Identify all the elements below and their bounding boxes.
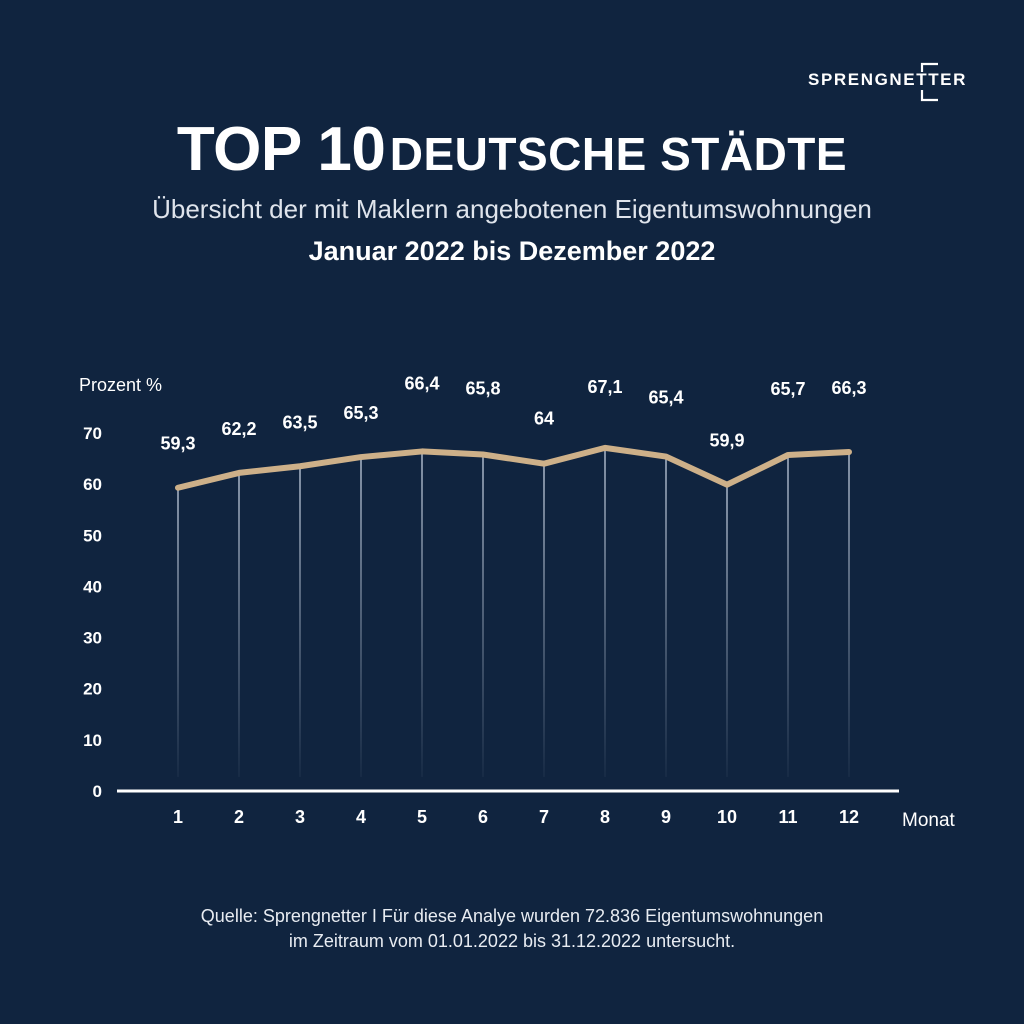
x-tick-label: 2	[234, 807, 244, 827]
x-tick-label: 6	[478, 807, 488, 827]
drop-line	[238, 472, 240, 777]
y-tick-label: 70	[83, 424, 102, 443]
drop-line	[848, 451, 850, 777]
y-tick-label: 0	[93, 782, 102, 801]
x-tick-label: 7	[539, 807, 549, 827]
drop-line	[665, 456, 667, 777]
data-label: 66,4	[404, 373, 439, 393]
x-tick-label: 9	[661, 807, 671, 827]
y-tick-label: 50	[83, 526, 102, 545]
drop-line	[543, 463, 545, 777]
drop-line	[299, 466, 301, 777]
x-axis-label: Monat	[902, 810, 956, 831]
y-tick-label: 30	[83, 629, 102, 648]
data-label: 65,4	[648, 388, 683, 408]
title-top: TOP 10	[176, 115, 386, 184]
subtitle: Übersicht der mit Maklern angebotenen Ei…	[152, 194, 872, 224]
brand-name: SPRENGNETTER	[808, 70, 967, 89]
x-tick-label: 3	[295, 807, 305, 827]
x-tick-label: 8	[600, 807, 610, 827]
data-label: 59,3	[160, 434, 195, 454]
x-tick-label: 10	[717, 807, 737, 827]
y-tick-label: 10	[83, 731, 102, 750]
data-label: 64	[534, 409, 554, 429]
drop-line	[726, 484, 728, 777]
period: Januar 2022 bis Dezember 2022	[308, 236, 716, 266]
data-label: 59,9	[709, 431, 744, 451]
source-note: Quelle: Sprengnetter I Für diese Analye …	[0, 904, 1024, 954]
title-rest: DEUTSCHE STÄDTE	[389, 128, 848, 180]
drop-line	[482, 454, 484, 777]
source-line-2: im Zeitraum vom 01.01.2022 bis 31.12.202…	[288, 931, 736, 951]
drop-line	[787, 455, 789, 777]
data-label: 62,2	[221, 419, 256, 439]
data-label: 66,3	[831, 378, 866, 398]
data-label: 63,5	[282, 412, 317, 432]
page-title: TOP 10 DEUTSCHE STÄDTE	[0, 114, 1024, 202]
y-tick-label: 20	[83, 680, 102, 699]
data-label: 65,7	[770, 379, 805, 399]
drop-line	[177, 487, 179, 777]
x-tick-label: 5	[417, 807, 427, 827]
drop-line	[604, 447, 606, 777]
x-tick-label: 11	[778, 807, 797, 827]
x-tick-label: 12	[839, 807, 859, 827]
brand-mark-icon	[920, 62, 938, 102]
data-label: 67,1	[587, 377, 622, 397]
x-tick-label: 1	[173, 807, 183, 827]
y-axis-label: Prozent %	[79, 375, 162, 395]
data-label: 65,3	[343, 403, 378, 423]
series-line	[175, 444, 852, 491]
drop-line	[360, 457, 362, 777]
y-tick-label: 60	[83, 475, 102, 494]
x-tick-label: 4	[356, 807, 366, 827]
brand-logo: SPRENGNETTER	[808, 64, 978, 98]
source-line-1: Quelle: Sprengnetter I Für diese Analye …	[200, 906, 824, 926]
drop-line	[421, 451, 423, 777]
data-label: 65,8	[465, 378, 500, 398]
y-tick-label: 40	[83, 577, 102, 596]
